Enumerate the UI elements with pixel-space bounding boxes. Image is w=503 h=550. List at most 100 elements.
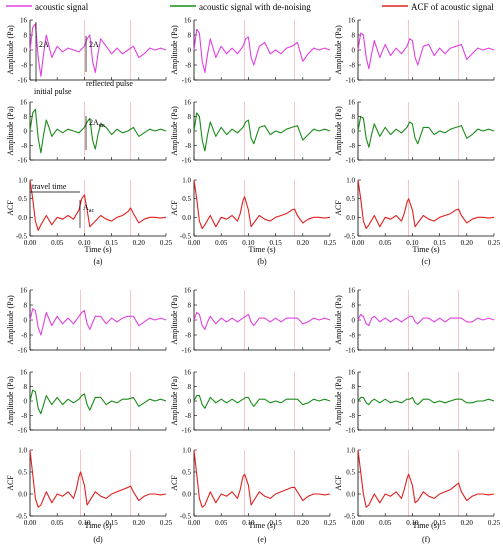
x-tick-label: 0.15 bbox=[433, 519, 446, 527]
x-axis-label: Time (s) bbox=[412, 521, 439, 530]
x-tick-label: 0.00 bbox=[24, 239, 37, 247]
annot-2adn-sub: dn bbox=[99, 123, 105, 129]
series-raw-line bbox=[193, 28, 331, 74]
y-axis-label: Amplitude (Pa) bbox=[334, 376, 343, 426]
y-axis-label: ACF bbox=[334, 475, 343, 491]
series-denoised-line bbox=[193, 112, 331, 152]
panel-label: (d) bbox=[93, 535, 103, 544]
y-tick-label: 8 bbox=[24, 383, 28, 391]
x-tick-label: 0.20 bbox=[297, 239, 310, 247]
x-tick-label: 0.20 bbox=[133, 519, 146, 527]
y-tick-label: 8 bbox=[24, 32, 28, 40]
x-tick-label: 0.00 bbox=[352, 239, 365, 247]
series-denoised-line bbox=[357, 396, 495, 406]
y-tick-label: 8 bbox=[188, 113, 192, 121]
y-tick-label: 16 bbox=[20, 99, 28, 107]
y-tick-label: 8 bbox=[24, 113, 28, 121]
y-axis-label: Amplitude (Pa) bbox=[6, 106, 15, 156]
x-tick-label: 0.15 bbox=[433, 239, 446, 247]
y-tick-label: 0.0 bbox=[346, 491, 355, 499]
y-tick-label: 8 bbox=[352, 32, 356, 40]
x-tick-label: 0.05 bbox=[51, 519, 64, 527]
x-tick-label: 0.00 bbox=[188, 239, 201, 247]
y-tick-label: 0 bbox=[24, 128, 28, 136]
y-tick-label: -16 bbox=[182, 347, 192, 355]
y-axis-label: ACF bbox=[6, 475, 15, 491]
series-acf-line bbox=[193, 449, 331, 508]
y-tick-label: 0 bbox=[352, 128, 356, 136]
panel-label: (f) bbox=[422, 535, 430, 544]
y-tick-label: 0 bbox=[24, 317, 28, 325]
y-axis-label: ACF bbox=[334, 200, 343, 216]
y-tick-label: 1.0 bbox=[18, 177, 27, 185]
x-tick-label: 0.10 bbox=[242, 519, 255, 527]
y-axis-label: Amplitude (Pa) bbox=[6, 376, 15, 426]
y-tick-label: 0 bbox=[24, 47, 28, 55]
y-tick-label: 16 bbox=[184, 17, 192, 25]
series-denoised-line bbox=[193, 395, 331, 409]
y-tick-label: -16 bbox=[346, 77, 356, 85]
y-axis-label: ACF bbox=[170, 475, 179, 491]
y-tick-label: 8 bbox=[188, 383, 192, 391]
y-axis-label: Amplitude (Pa) bbox=[170, 25, 179, 75]
y-tick-label: 16 bbox=[20, 287, 28, 295]
x-tick-label: 0.10 bbox=[406, 519, 419, 527]
y-tick-label: 0 bbox=[352, 398, 356, 406]
y-tick-label: 16 bbox=[184, 369, 192, 377]
subplot-d-acf: 1.0 0.5 0.0 -0.50.00 0.05 0.10 0.15 0.20 0.25 ACF bbox=[6, 447, 173, 528]
y-tick-label: 0.5 bbox=[182, 195, 191, 203]
series-denoised-line bbox=[29, 108, 167, 154]
y-tick-label: 0 bbox=[188, 317, 192, 325]
y-tick-label: 16 bbox=[184, 287, 192, 295]
x-axis-label: Time (s) bbox=[84, 245, 111, 254]
y-tick-label: -16 bbox=[346, 157, 356, 165]
series-denoised-line bbox=[29, 389, 167, 415]
series-raw-line bbox=[29, 308, 167, 336]
y-tick-label: 0 bbox=[188, 398, 192, 406]
subplot-a-acf: 1.0 0.5 0.0 -0.50.00 0.05 0.10 0.15 0.20 0.25 ACF bbox=[6, 177, 173, 248]
x-tick-label: 0.15 bbox=[269, 239, 282, 247]
y-tick-label: -16 bbox=[346, 347, 356, 355]
annot-2adn: 2Adn bbox=[89, 118, 105, 129]
y-tick-label: -16 bbox=[18, 157, 28, 165]
y-axis-label: Amplitude (Pa) bbox=[334, 25, 343, 75]
y-tick-label: -8 bbox=[185, 332, 191, 340]
y-axis-label: Amplitude (Pa) bbox=[170, 295, 179, 345]
y-tick-label: 1.0 bbox=[346, 447, 355, 455]
y-tick-label: 0.5 bbox=[346, 469, 355, 477]
annot-2a-reflected: 2A bbox=[89, 40, 99, 49]
annot-travel-time: travel time bbox=[32, 182, 67, 191]
y-tick-label: 8 bbox=[352, 113, 356, 121]
x-tick-label: 0.20 bbox=[297, 519, 310, 527]
subplot-e-acf: 1.0 0.5 0.0 -0.50.00 0.05 0.10 0.15 0.20 0.25 ACF bbox=[170, 447, 337, 528]
y-tick-label: -0.5 bbox=[180, 233, 192, 241]
y-tick-label: 0.0 bbox=[182, 491, 191, 499]
y-tick-label: 8 bbox=[188, 32, 192, 40]
x-tick-label: 0.20 bbox=[461, 519, 474, 527]
y-axis-label: Amplitude (Pa) bbox=[334, 295, 343, 345]
y-tick-label: 16 bbox=[20, 17, 28, 25]
series-raw-line bbox=[357, 32, 495, 70]
series-denoised-line bbox=[357, 115, 495, 148]
y-tick-label: 1.0 bbox=[182, 447, 191, 455]
legend-label-denoised: acoustic signal with de-noising bbox=[199, 2, 311, 12]
y-tick-label: 0.0 bbox=[346, 214, 355, 222]
y-tick-label: -16 bbox=[18, 347, 28, 355]
x-tick-label: 0.00 bbox=[188, 519, 201, 527]
panel-label: (b) bbox=[257, 257, 267, 266]
y-tick-label: 0.5 bbox=[346, 195, 355, 203]
x-tick-label: 0.10 bbox=[406, 239, 419, 247]
y-tick-label: -8 bbox=[21, 332, 27, 340]
series-acf-line bbox=[357, 179, 495, 230]
